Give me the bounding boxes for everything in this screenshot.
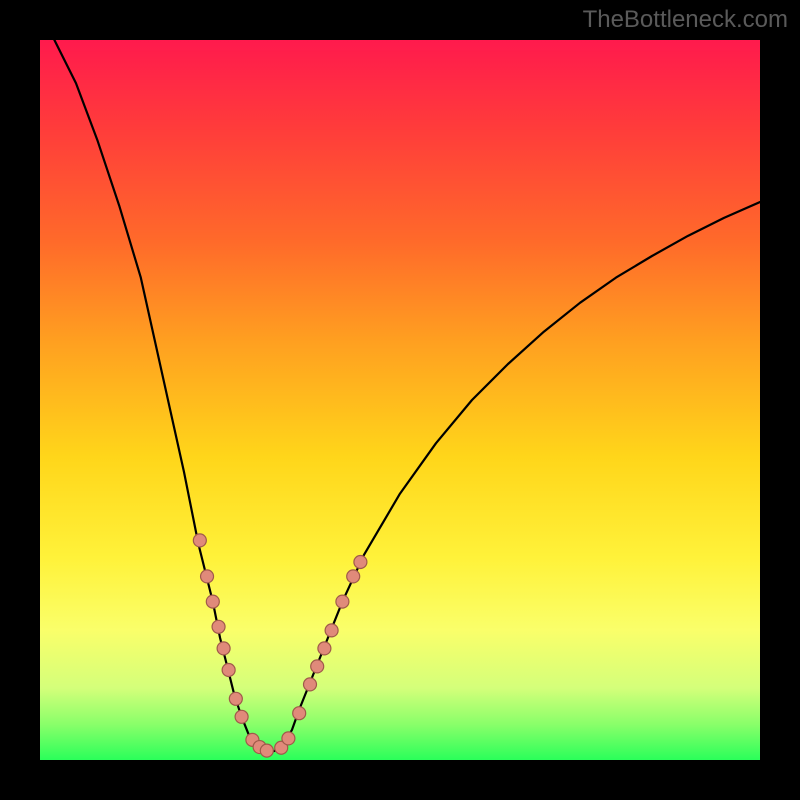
- data-marker: [318, 642, 331, 655]
- data-marker: [293, 707, 306, 720]
- data-marker: [235, 710, 248, 723]
- data-marker: [311, 660, 324, 673]
- data-marker: [260, 744, 273, 757]
- data-marker: [206, 595, 219, 608]
- data-marker: [193, 534, 206, 547]
- data-marker: [212, 620, 225, 633]
- chart-container: TheBottleneck.com: [0, 0, 800, 800]
- data-marker: [217, 642, 230, 655]
- plot-area: [40, 40, 760, 760]
- data-marker: [336, 595, 349, 608]
- data-marker: [304, 678, 317, 691]
- watermark-text: TheBottleneck.com: [583, 6, 788, 34]
- data-marker: [347, 570, 360, 583]
- bottleneck-curve: [40, 40, 760, 760]
- data-marker: [222, 664, 235, 677]
- data-marker: [282, 732, 295, 745]
- data-marker: [229, 692, 242, 705]
- data-marker: [354, 556, 367, 569]
- data-marker: [201, 570, 214, 583]
- data-marker: [325, 624, 338, 637]
